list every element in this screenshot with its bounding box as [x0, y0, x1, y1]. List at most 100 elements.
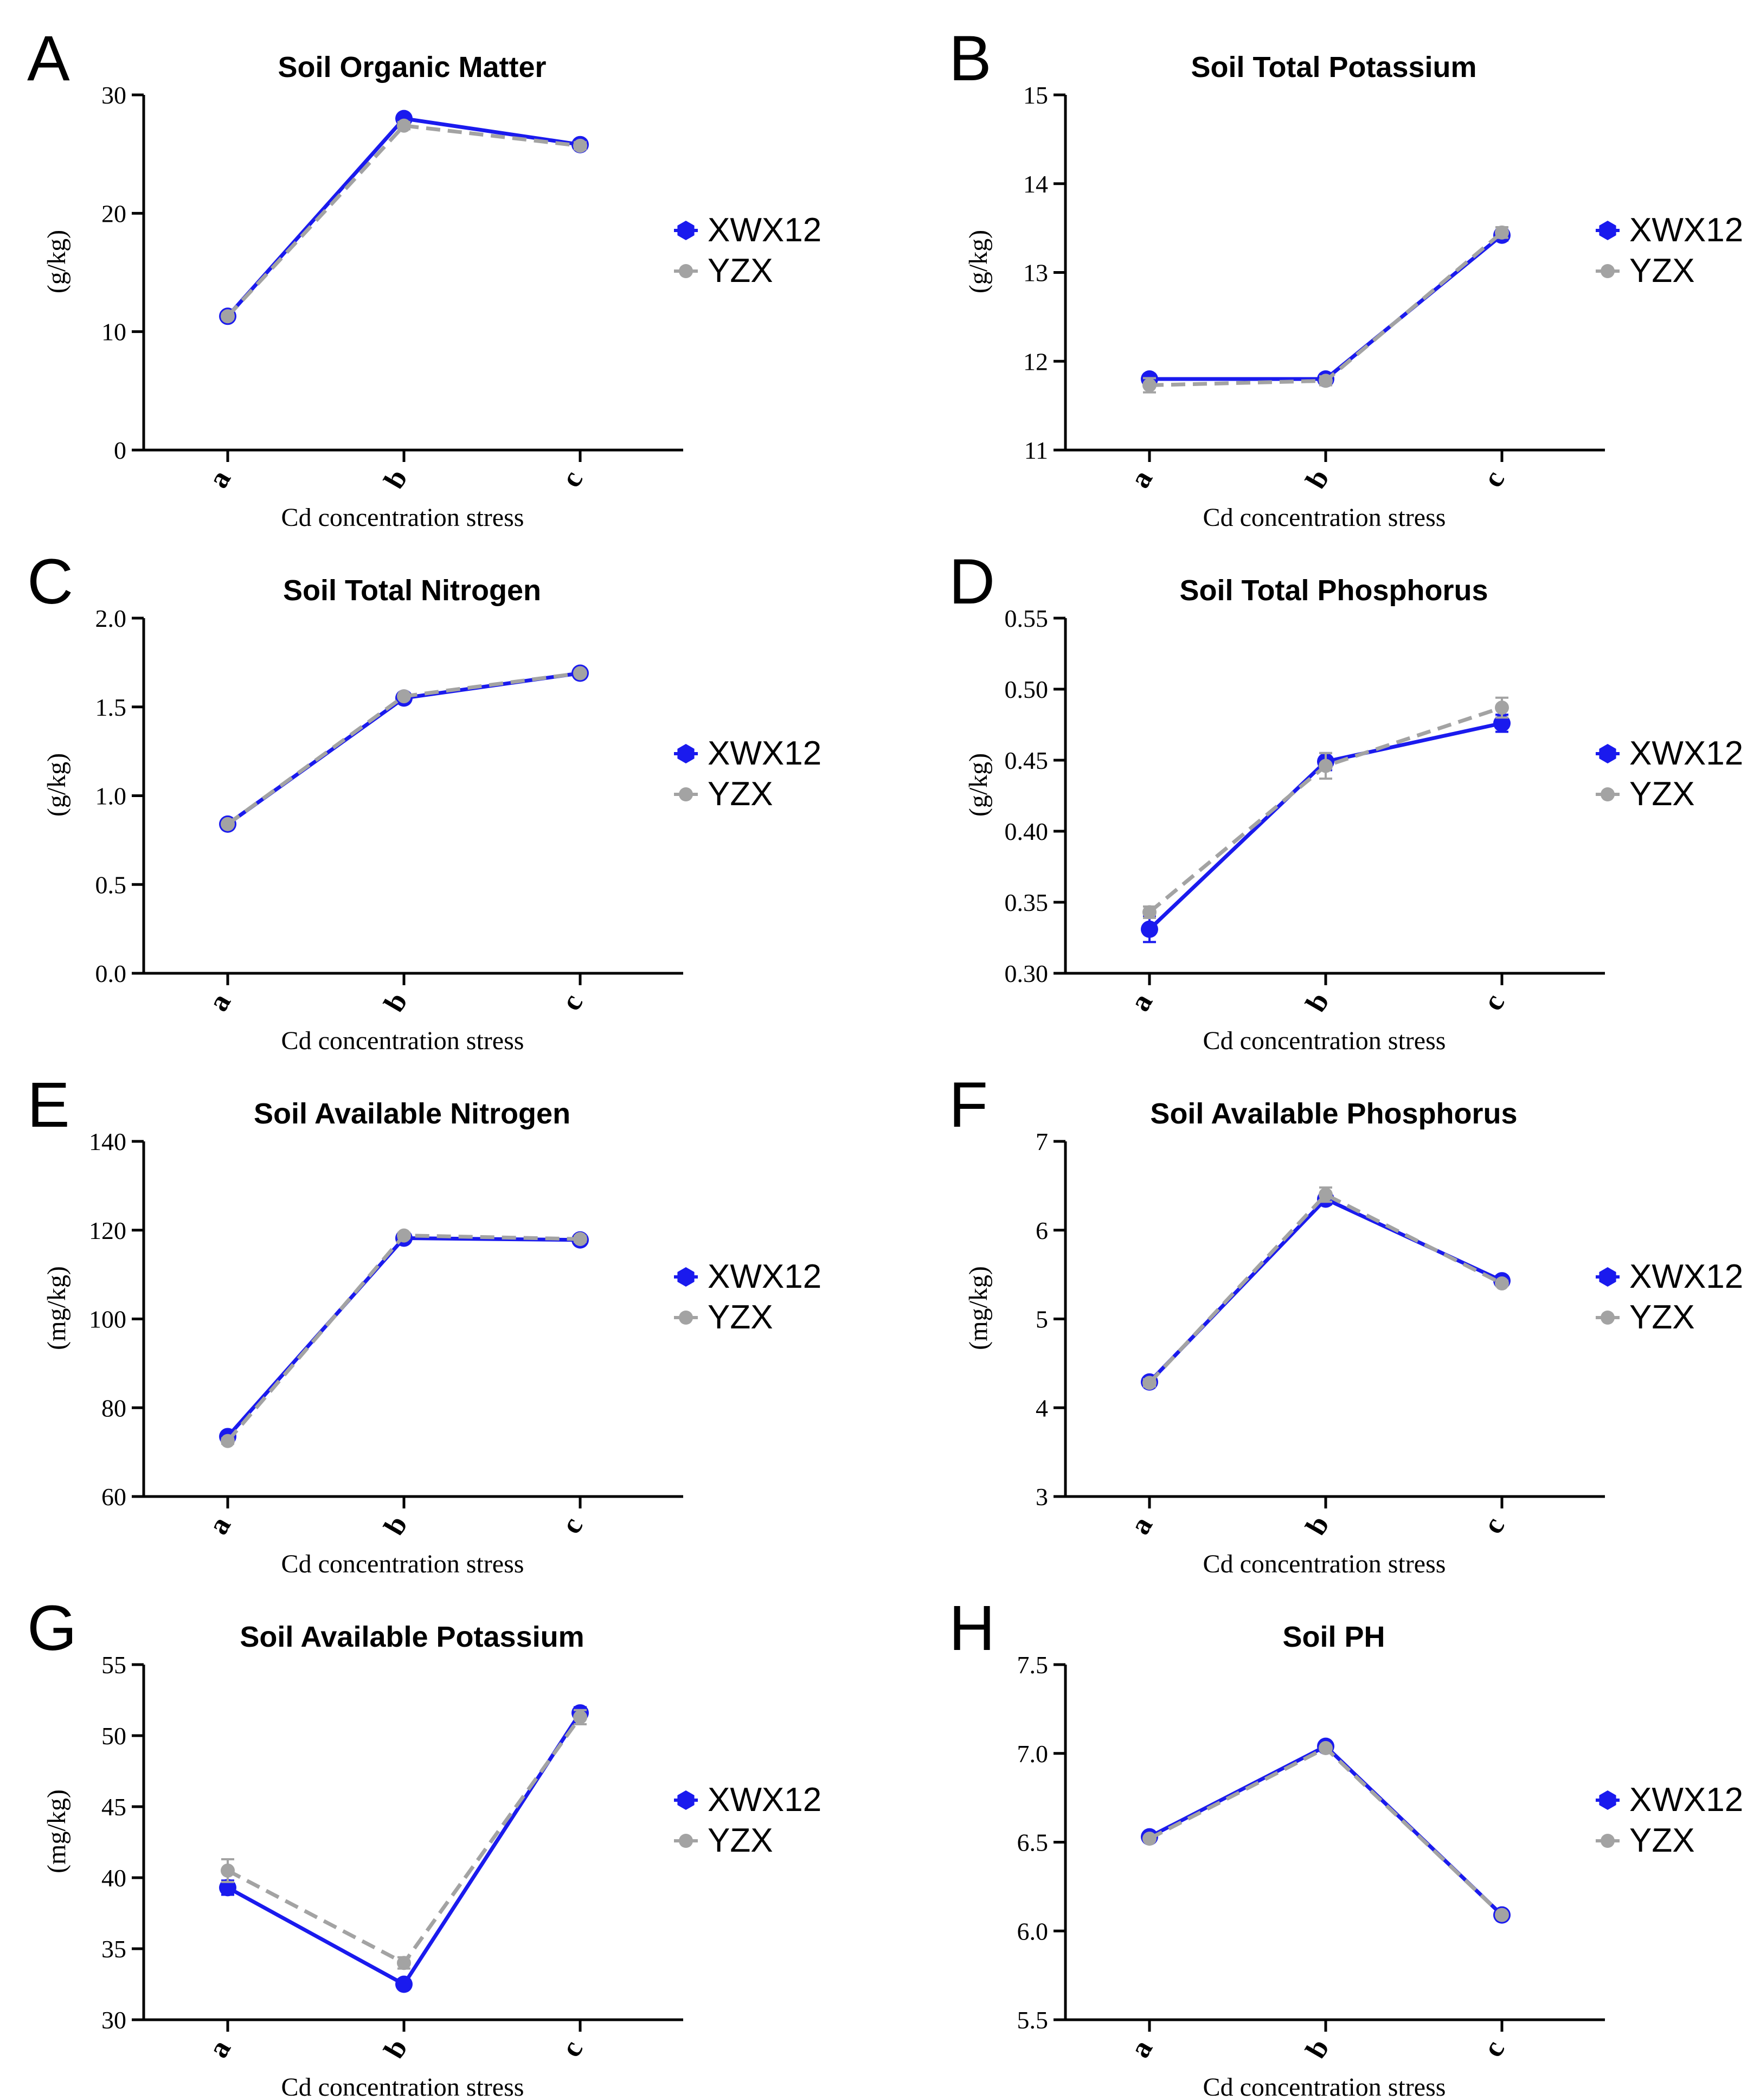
series-xwx12 [1141, 226, 1511, 388]
x-tick-label: a [202, 2034, 237, 2063]
legend-label-yzx: YZX [708, 1299, 773, 1336]
y-tick-label: 4 [1036, 1394, 1048, 1422]
x-tick-label: a [202, 987, 237, 1016]
chart-panel-e: E Soil Available Nitrogen 60 80 100 120 140 a b c… [27, 1069, 821, 1578]
y-tick-label: 0 [114, 436, 126, 464]
data-point [1495, 701, 1509, 715]
data-point [1142, 378, 1157, 393]
y-tick-label: 14 [1023, 170, 1048, 198]
y-tick-label: 15 [1023, 81, 1048, 109]
y-tick-label: 140 [89, 1128, 126, 1155]
legend-label-xwx12: XWX12 [1629, 211, 1743, 249]
x-axis-label: Cd concentration stress [1203, 503, 1446, 532]
legend-label-yzx: YZX [708, 252, 773, 290]
x-tick-label: c [554, 465, 589, 493]
series-yzx [1142, 1741, 1509, 1922]
series-line [226, 124, 581, 318]
series-line [1149, 234, 1504, 381]
series-line [1148, 1746, 1504, 1917]
chart-title: Soil Available Potassium [240, 1621, 584, 1653]
chart-title: Soil Total Nitrogen [283, 574, 541, 607]
series-yzx [1142, 696, 1509, 920]
y-tick-label: 30 [101, 2006, 126, 2034]
y-tick-label: 6.5 [1017, 1829, 1049, 1857]
x-tick-label: b [377, 1510, 414, 1540]
y-tick-label: 50 [101, 1722, 126, 1750]
x-tick-label: b [1299, 1510, 1335, 1540]
series-line [1149, 231, 1504, 387]
series-line [226, 1236, 581, 1438]
chart-panel-a: A Soil Organic Matter 0 10 20 30 a b c Cd concent… [27, 23, 821, 532]
data-point [221, 1863, 235, 1878]
y-tick-label: 60 [101, 1483, 126, 1511]
x-axis-label: Cd concentration stress [281, 2073, 524, 2100]
series-xwx12 [1141, 1190, 1511, 1391]
legend-label-xwx12: XWX12 [1629, 735, 1743, 772]
x-tick-label: b [1299, 987, 1335, 1017]
data-point [573, 1710, 587, 1724]
chart-panel-f: F Soil Available Phosphorus 3 4 5 6 7 a b c Cd con… [949, 1069, 1743, 1578]
data-point [1495, 1276, 1509, 1290]
y-tick-label: 100 [89, 1306, 126, 1333]
y-tick-label: 20 [101, 200, 126, 227]
y-tick-label: 40 [101, 1864, 126, 1892]
chart-title: Soil Available Nitrogen [254, 1097, 570, 1130]
legend-label-xwx12: XWX12 [1629, 1781, 1743, 1819]
x-axis-label: Cd concentration stress [281, 1026, 524, 1055]
data-point [1142, 1376, 1157, 1390]
legend-label-yzx: YZX [708, 775, 773, 813]
x-tick-label: b [377, 464, 414, 494]
data-point [397, 1956, 411, 1970]
panel-letter: A [27, 23, 70, 94]
series-yzx [221, 1228, 587, 1448]
chart-panel-h: H Soil PH 5.5 6.0 6.5 7.0 7.5 a b c Cd concentrati… [949, 1592, 1743, 2100]
panel-letter: H [949, 1592, 995, 1664]
x-tick-label: b [377, 2033, 414, 2064]
data-point [1319, 1741, 1333, 1755]
series-line [227, 1716, 582, 1965]
y-axis-label: (g/kg) [42, 753, 71, 817]
legend-label-yzx: YZX [1629, 252, 1695, 290]
panel-letter: G [27, 1592, 77, 1664]
chart-panel-g: G Soil Available Potassium 30 35 40 45 50 55 a b c… [27, 1592, 821, 2100]
data-point [573, 138, 587, 153]
series-yzx [221, 118, 587, 324]
x-tick-label: a [202, 464, 237, 493]
x-tick-label: a [1123, 464, 1159, 493]
data-point [573, 1232, 587, 1247]
y-tick-label: 13 [1023, 259, 1048, 287]
x-tick-label: c [1476, 988, 1511, 1016]
series-yzx [221, 1709, 587, 1970]
panel-letter: B [949, 23, 992, 94]
chart-title: Soil Available Phosphorus [1150, 1097, 1517, 1130]
y-tick-label: 3 [1036, 1483, 1048, 1511]
legend-label-yzx: YZX [1629, 775, 1695, 813]
x-tick-label: c [1476, 1512, 1511, 1539]
panel-letter: F [949, 1069, 988, 1141]
y-tick-label: 7.5 [1017, 1651, 1049, 1679]
panel-letter: E [27, 1069, 70, 1141]
legend-label-yzx: YZX [1629, 1299, 1695, 1336]
y-axis-label: (mg/kg) [42, 1266, 71, 1350]
y-tick-label: 5 [1036, 1306, 1048, 1333]
x-axis-label: Cd concentration stress [1203, 2073, 1446, 2100]
series-line [1148, 1744, 1504, 1917]
data-point [1493, 714, 1511, 732]
y-tick-label: 6.0 [1017, 1917, 1049, 1945]
x-tick-label: a [1123, 2034, 1159, 2063]
x-tick-label: c [554, 2035, 589, 2063]
y-axis-label: (g/kg) [964, 753, 993, 817]
data-point [573, 666, 587, 680]
y-tick-label: 0.50 [1005, 676, 1049, 703]
series-xwx12 [219, 110, 589, 325]
data-point [1495, 1908, 1509, 1922]
series-xwx12 [1141, 714, 1511, 943]
y-tick-label: 2.0 [95, 605, 127, 632]
y-tick-label: 11 [1024, 436, 1048, 464]
